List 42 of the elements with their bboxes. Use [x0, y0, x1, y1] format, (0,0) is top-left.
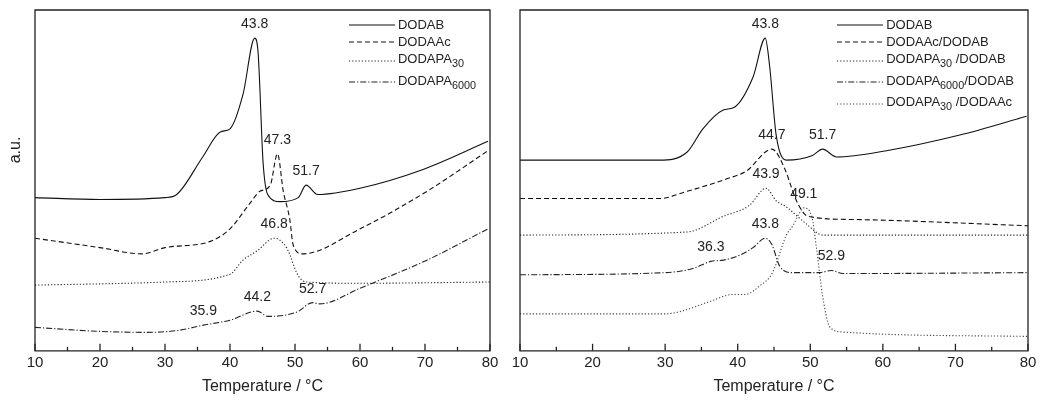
annotation: 43.8	[751, 15, 780, 31]
annotation: 43.9	[752, 165, 780, 182]
legend-label: DODAAc/DODAB	[886, 33, 989, 50]
x-tick-label: 40	[729, 352, 747, 370]
legend-label: DODAPA$_{6000}$	[397, 71, 476, 93]
x-tick-label: 10	[26, 352, 44, 370]
annotation: 52.7	[298, 279, 327, 296]
annotation: 44.2	[243, 287, 272, 304]
legend-label: DODAPA$_{30}$ /DODAAc	[886, 93, 1013, 114]
x-tick-label: 70	[416, 352, 434, 370]
x-tick-label: 40	[221, 352, 239, 370]
annotation: 49.1	[790, 184, 818, 201]
x-tick-label: 20	[584, 352, 601, 370]
x-tick-label: 70	[947, 352, 964, 370]
y-axis-title: a.u.	[5, 136, 24, 164]
legend-label: DODAPA$_{30}$ /DODAB	[886, 50, 1006, 71]
legend-label: DODAPA$_{6000}$/DODAB	[886, 71, 1014, 93]
x-tick-label: 80	[1019, 352, 1037, 370]
annotation: 46.8	[260, 215, 289, 232]
legend-label: DODAB	[397, 16, 445, 33]
x-tick-label: 20	[91, 352, 109, 370]
legend-label: DODAAc	[397, 33, 451, 50]
x-tick-label: 50	[286, 352, 304, 370]
legend-label: DODAPA$_{30}$	[397, 50, 464, 71]
x-tick-label: 60	[351, 352, 369, 370]
x-axis-title: Temperature / °C	[713, 376, 835, 394]
x-tick-label: 30	[656, 352, 674, 370]
x-tick-label: 80	[481, 352, 499, 370]
x-tick-label: 30	[156, 352, 174, 370]
annotation: 43.8	[751, 215, 780, 232]
x-tick-label: 50	[801, 352, 819, 370]
x-tick-label: 10	[511, 352, 529, 370]
annotation: 47.3	[263, 130, 292, 147]
annotation: 36.3	[697, 238, 725, 255]
legend-label: DODAB	[886, 16, 933, 33]
x-axis-title: Temperature / °C	[201, 376, 324, 394]
annotation: 51.7	[809, 125, 837, 142]
annotation: 35.9	[189, 302, 218, 319]
x-tick-label: 60	[874, 352, 892, 370]
annotation: 52.9	[817, 247, 846, 264]
annotation: 43.8	[241, 15, 269, 31]
annotation: 51.7	[292, 161, 320, 178]
